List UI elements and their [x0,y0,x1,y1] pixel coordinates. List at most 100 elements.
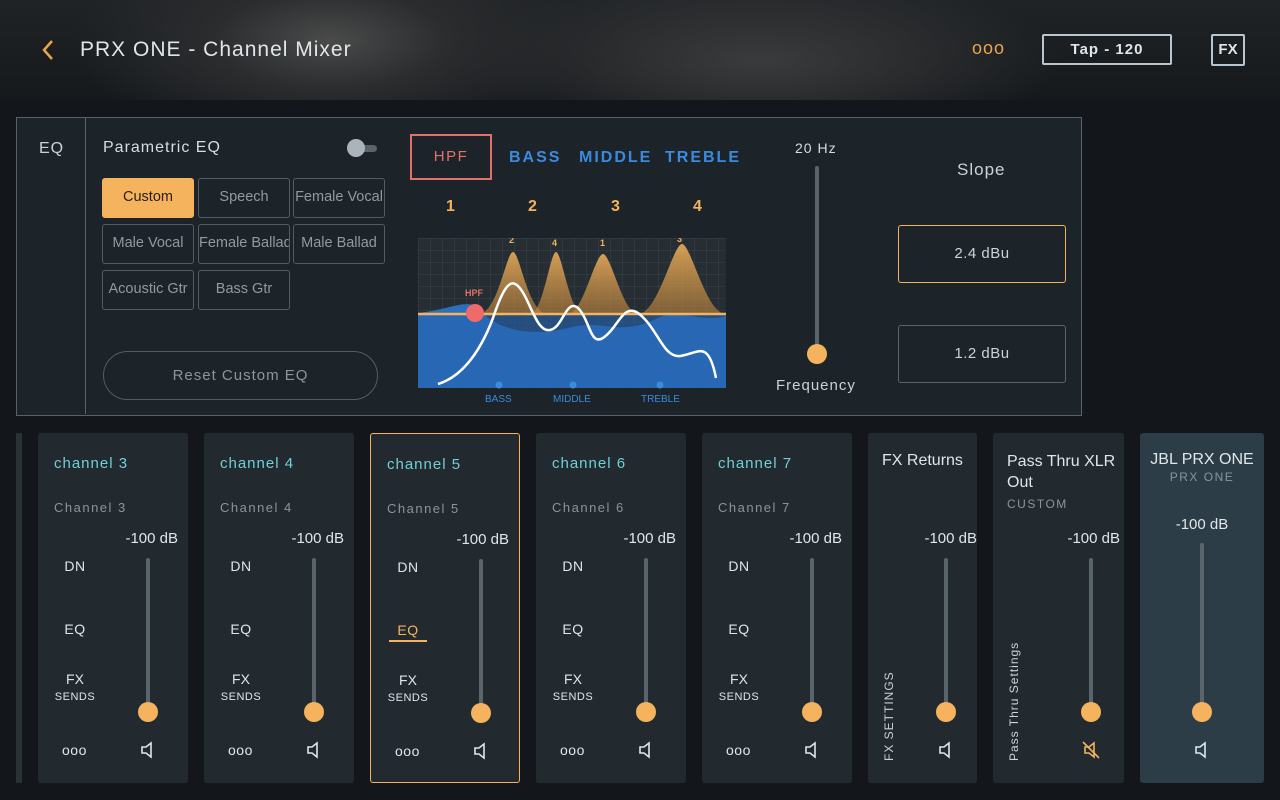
channel-fader-knob[interactable] [471,703,491,723]
channel-eq-button[interactable]: EQ [230,621,252,637]
speaker-icon[interactable] [937,741,955,759]
tab-bass[interactable]: BASS [509,149,562,166]
channel-source: Channel 4 [220,500,293,515]
channel-name[interactable]: channel 4 [220,455,295,472]
master-title: JBL PRX ONE [1150,451,1254,468]
channel-strip-4[interactable]: channel 4 Channel 4 -100 dB DN EQ FX SEND… [204,433,354,783]
band-number-4[interactable]: 4 [693,198,702,215]
frequency-slider-track[interactable] [815,166,819,356]
channel-strip-edge[interactable] [16,433,22,783]
preset-bass-gtr[interactable]: Bass Gtr [198,270,290,310]
speaker-muted-icon[interactable] [1082,741,1100,759]
tab-hpf[interactable]: HPF [410,134,492,180]
tab-treble[interactable]: TREBLE [665,149,741,166]
slope-option-2-4[interactable]: 2.4 dBu [898,225,1066,283]
channel-dn-button[interactable]: DN [64,558,86,574]
channel-fx-sends-button[interactable]: FX SENDS [550,671,596,703]
master-fader-track[interactable] [1200,543,1204,713]
channel-name[interactable]: channel 7 [718,455,793,472]
reset-custom-eq-button[interactable]: Reset Custom EQ [103,351,378,400]
page-title: PRX ONE - Channel Mixer [80,38,352,61]
channel-fader-track[interactable] [146,558,150,713]
channel-fader-knob[interactable] [636,702,656,722]
parametric-eq-toggle[interactable] [347,139,377,157]
fx-button[interactable]: FX [1211,34,1245,66]
frequency-slider-knob[interactable] [807,344,827,364]
channel-more-icon[interactable]: ooo [395,743,420,759]
pass-thru-strip[interactable]: Pass Thru XLR Out CUSTOM -100 dB Pass Th… [993,433,1124,783]
fx-returns-fader-knob[interactable] [936,702,956,722]
parametric-eq-title: Parametric EQ [103,139,221,156]
preset-acoustic-gtr[interactable]: Acoustic Gtr [102,270,194,310]
band-number-3[interactable]: 3 [611,198,620,215]
band-number-1[interactable]: 1 [446,198,455,215]
channel-eq-button-active[interactable]: EQ [389,622,427,642]
preset-female-ballad[interactable]: Female Ballad [198,224,290,264]
channel-fader-track[interactable] [312,558,316,713]
channel-more-icon[interactable]: ooo [62,742,87,758]
tab-middle[interactable]: MIDDLE [579,149,653,166]
speaker-icon[interactable] [637,741,655,759]
fx-returns-strip[interactable]: FX Returns -100 dB FX SETTINGS [868,433,977,783]
pass-thru-settings-button[interactable]: Pass Thru Settings [1007,641,1021,761]
pass-thru-fader-knob[interactable] [1081,702,1101,722]
master-fader-knob[interactable] [1192,702,1212,722]
channel-name[interactable]: channel 5 [387,456,462,473]
eq-response-graph[interactable]: HPF 2 4 1 3 BASS MIDDLE TREBLE [418,238,728,408]
channel-dn-button[interactable]: DN [397,559,419,575]
channel-fx-sends-button[interactable]: FX SENDS [52,671,98,703]
channel-strip-3[interactable]: channel 3 Channel 3 -100 dB DN EQ FX SEND… [38,433,188,783]
sends-label: SENDS [54,691,96,703]
channel-name[interactable]: channel 6 [552,455,627,472]
slope-option-1-2[interactable]: 1.2 dBu [898,325,1066,383]
channel-eq-button[interactable]: EQ [64,621,86,637]
fx-settings-button[interactable]: FX SETTINGS [882,671,896,761]
pass-thru-level-readout: -100 dB [1067,530,1120,547]
channel-more-icon[interactable]: ooo [228,742,253,758]
channel-more-icon[interactable]: ooo [726,742,751,758]
speaker-icon[interactable] [472,742,490,760]
toggle-knob [347,139,365,157]
preset-female-vocal[interactable]: Female Vocal [293,178,385,218]
channel-name[interactable]: channel 3 [54,455,129,472]
channel-more-icon[interactable]: ooo [560,742,585,758]
master-strip[interactable]: JBL PRX ONE PRX ONE -100 dB [1140,433,1264,783]
channel-fader-knob[interactable] [304,702,324,722]
more-options-icon[interactable]: ooo [972,38,1006,58]
channel-dn-button[interactable]: DN [728,558,750,574]
fx-returns-fader-track[interactable] [944,558,948,713]
back-arrow-icon[interactable] [38,37,60,63]
tap-tempo-button[interactable]: Tap - 120 [1042,34,1172,65]
channel-strip-5[interactable]: channel 5 Channel 5 -100 dB DN EQ FX SEND… [370,433,520,783]
channel-fx-sends-button[interactable]: FX SENDS [716,671,762,703]
sends-label: SENDS [718,691,760,703]
channel-eq-button[interactable]: EQ [562,621,584,637]
preset-speech[interactable]: Speech [198,178,290,218]
speaker-icon[interactable] [1193,741,1211,759]
fx-label: FX [232,671,250,687]
band-number-2[interactable]: 2 [528,198,537,215]
channel-fader-track[interactable] [479,559,483,714]
eq-tab[interactable]: EQ [17,118,86,414]
channel-fx-sends-button[interactable]: FX SENDS [385,672,431,704]
channel-level-readout: -100 dB [456,531,509,548]
channel-dn-button[interactable]: DN [230,558,252,574]
speaker-icon[interactable] [305,741,323,759]
channel-fx-sends-button[interactable]: FX SENDS [218,671,264,703]
channel-fader-knob[interactable] [802,702,822,722]
speaker-icon[interactable] [139,741,157,759]
preset-male-vocal[interactable]: Male Vocal [102,224,194,264]
preset-custom[interactable]: Custom [102,178,194,218]
channel-dn-button[interactable]: DN [562,558,584,574]
channel-strip-6[interactable]: channel 6 Channel 6 -100 dB DN EQ FX SEND… [536,433,686,783]
channel-fader-track[interactable] [644,558,648,713]
channel-fader-track[interactable] [810,558,814,713]
channel-strip-7[interactable]: channel 7 Channel 7 -100 dB DN EQ FX SEND… [702,433,852,783]
frequency-label: Frequency [776,377,856,394]
channel-source: Channel 3 [54,500,127,515]
preset-male-ballad[interactable]: Male Ballad [293,224,385,264]
speaker-icon[interactable] [803,741,821,759]
channel-fader-knob[interactable] [138,702,158,722]
channel-eq-button[interactable]: EQ [728,621,750,637]
pass-thru-fader-track[interactable] [1089,558,1093,713]
